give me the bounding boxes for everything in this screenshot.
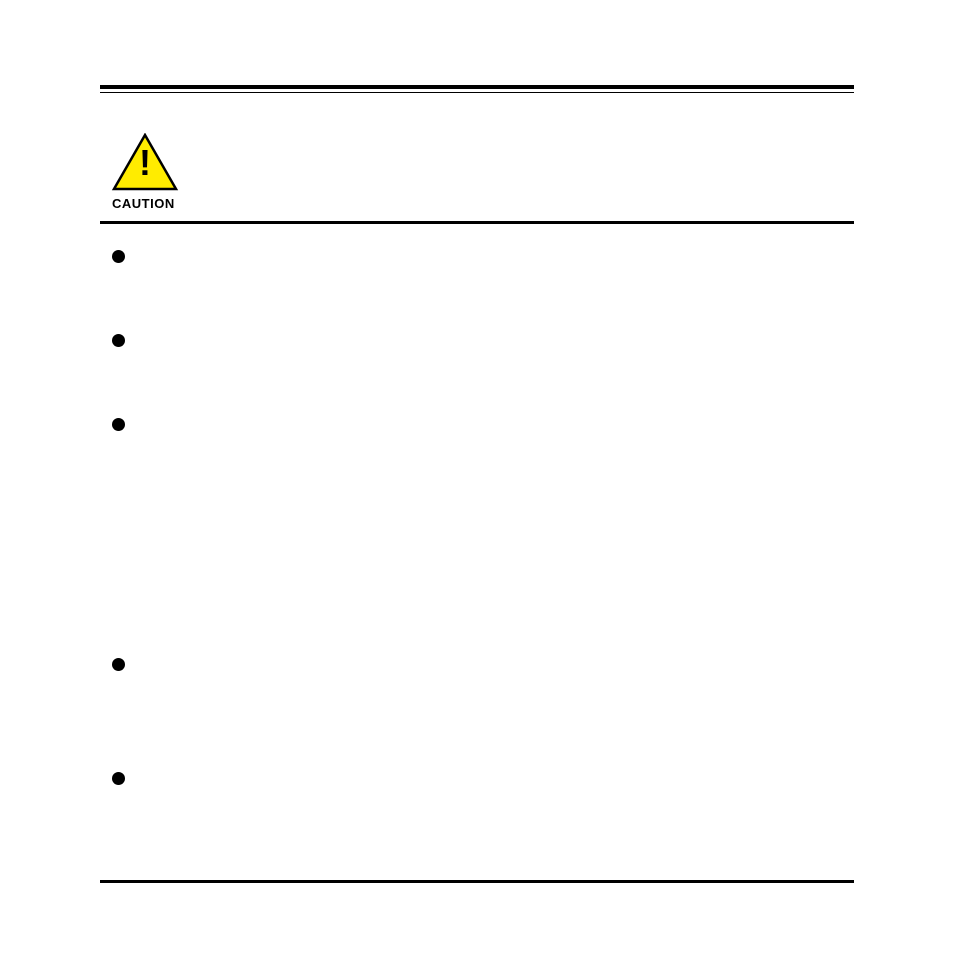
- top-double-rule: [100, 85, 854, 93]
- exclamation-icon: !: [139, 142, 151, 183]
- caution-section: ! CAUTION: [110, 133, 854, 211]
- bullet-item: [112, 248, 854, 268]
- bottom-rule: [100, 880, 854, 883]
- bullet-list: [100, 248, 854, 790]
- rule-under-caution: [100, 221, 854, 224]
- bullet-item: [112, 416, 854, 436]
- caution-label: CAUTION: [112, 196, 854, 211]
- bullet-item: [112, 656, 854, 676]
- bullet-item: [112, 332, 854, 352]
- caution-icon: !: [110, 133, 180, 198]
- bullet-item: [112, 770, 854, 790]
